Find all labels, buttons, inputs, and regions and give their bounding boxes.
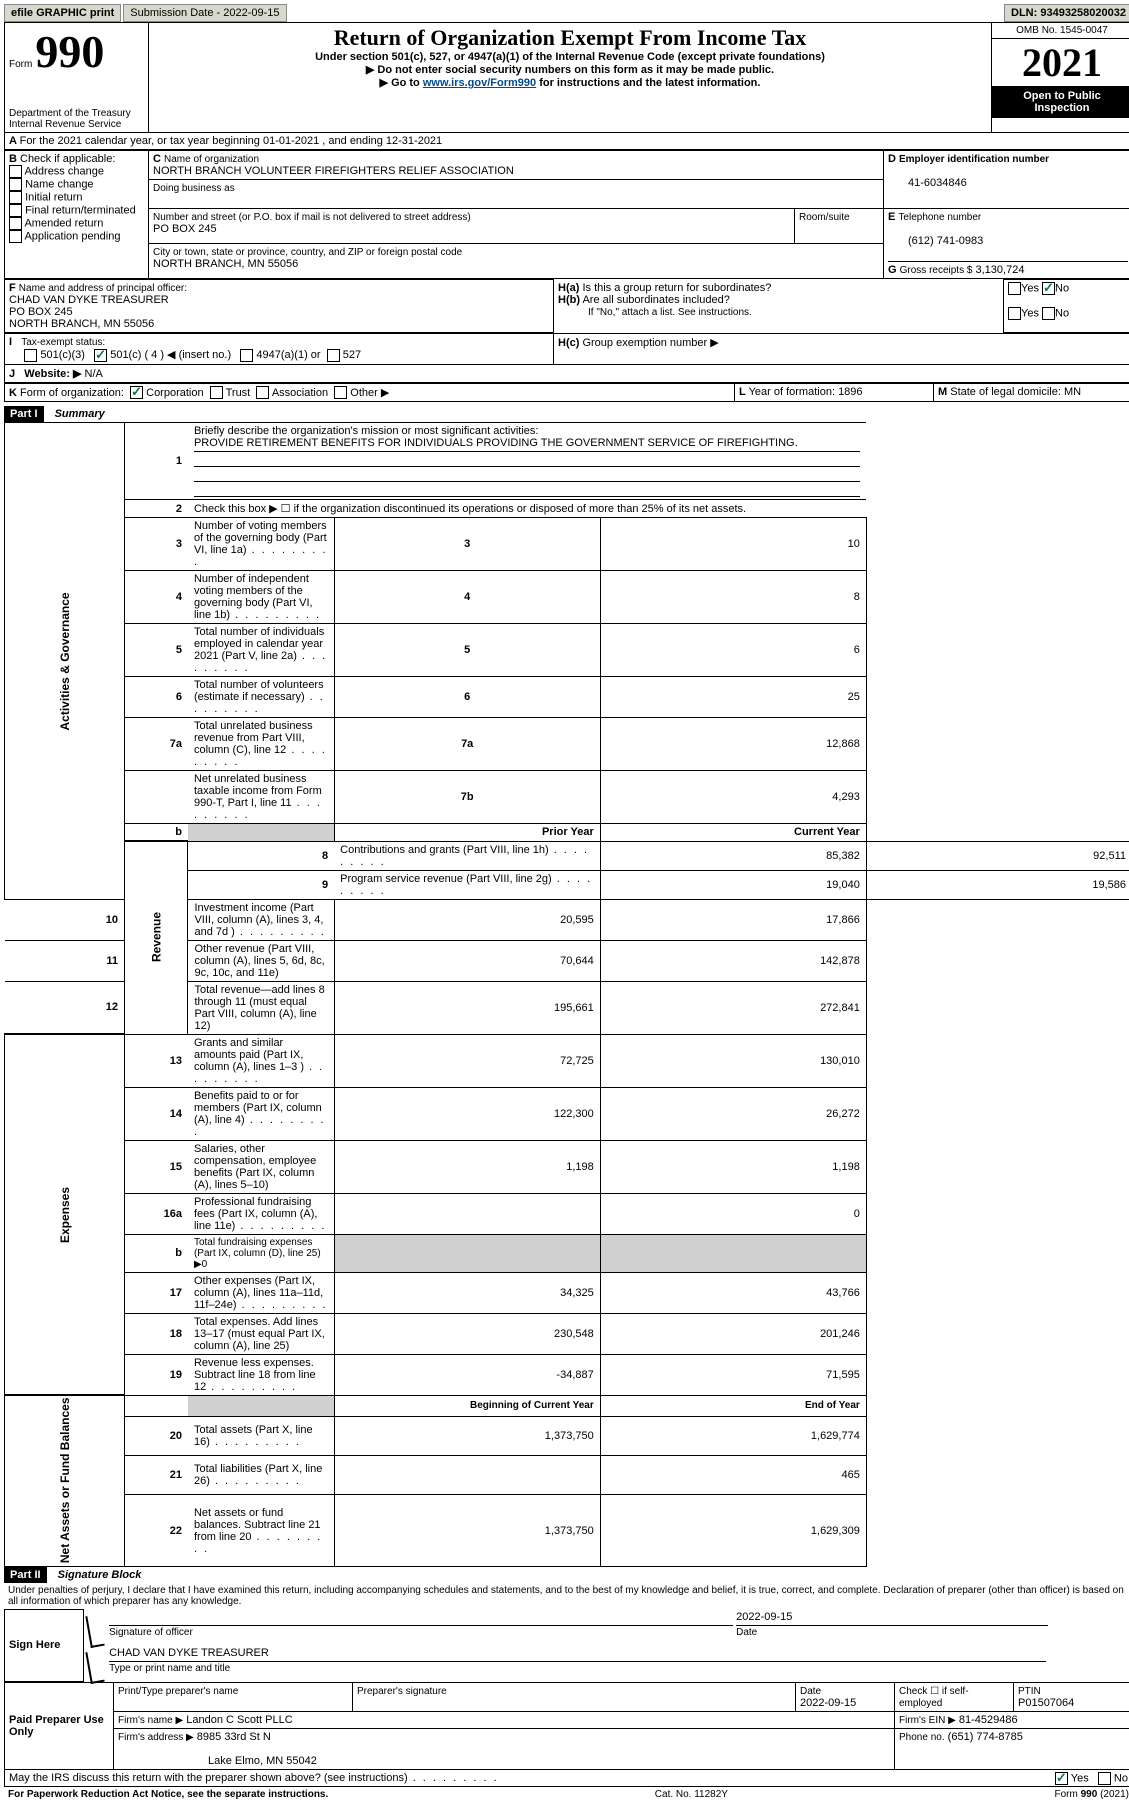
final-return-checkbox[interactable] [9,204,22,217]
preparer-block: Paid Preparer Use Only Print/Type prepar… [4,1682,1129,1770]
other-checkbox[interactable] [334,386,347,399]
state-domicile: MN [1064,386,1081,398]
dln-label: DLN: 93493258020032 [1004,4,1129,22]
block-i-j: I Tax-exempt status: 501(c)(3) 501(c) ( … [4,333,1129,383]
dept-label: Department of the Treasury Internal Reve… [9,108,144,130]
discuss-yes-checkbox[interactable] [1055,1772,1068,1785]
ein: 41-6034846 [888,177,967,189]
sign-block: Sign Here Signature of officer 2022-09-1… [4,1609,1129,1682]
form-subtitle: Under section 501(c), 527, or 4947(a)(1)… [153,51,987,63]
gross-receipts: 3,130,724 [976,264,1025,276]
tax-year: 2021 [992,39,1129,86]
year-formation: 1896 [838,386,862,398]
ha-yes-checkbox[interactable] [1008,282,1021,295]
instruction-1: ▶ Do not enter social security numbers o… [153,63,987,76]
part2-header: Part II [4,1567,47,1583]
527-checkbox[interactable] [327,349,340,362]
open-to-public: Open to Public Inspection [992,86,1129,118]
discuss-row: May the IRS discuss this return with the… [4,1770,1129,1787]
preparer-label: Paid Preparer Use Only [5,1682,114,1769]
declaration: Under penalties of perjury, I declare th… [4,1583,1129,1609]
firm-addr2: Lake Elmo, MN 55042 [118,1755,317,1767]
block-b-g: B Check if applicable: Address change Na… [4,150,1129,279]
gov-sidelabel: Activities & Governance [5,423,125,900]
irs-link[interactable]: www.irs.gov/Form990 [423,77,536,89]
line-a: A For the 2021 calendar year, or tax yea… [4,133,1129,150]
addr-change-checkbox[interactable] [9,165,22,178]
summary-table: Activities & Governance 1 Briefly descri… [4,422,1129,1567]
discuss-no-checkbox[interactable] [1098,1772,1111,1785]
pra-notice: For Paperwork Reduction Act Notice, see … [8,1789,328,1800]
street-address: PO BOX 245 [153,223,217,235]
firm-addr1: 8985 33rd St N [197,1731,271,1743]
part2-title: Signature Block [50,1569,142,1581]
topbar: efile GRAPHIC print Submission Date - 20… [4,4,1129,22]
block-f-h: F Name and address of principal officer:… [4,279,1129,333]
assoc-checkbox[interactable] [256,386,269,399]
efile-button[interactable]: efile GRAPHIC print [4,4,121,22]
ptin: P01507064 [1018,1697,1074,1709]
form-number: 990 [35,26,104,77]
name-change-checkbox[interactable] [9,178,22,191]
org-name: NORTH BRANCH VOLUNTEER FIREFIGHTERS RELI… [153,165,514,177]
omb-number: OMB No. 1545-0047 [992,23,1129,39]
form-title: Return of Organization Exempt From Incom… [153,25,987,51]
part1-header-row: Part I Summary [4,406,1129,422]
hb-no-checkbox[interactable] [1042,307,1055,320]
part2-header-row: Part II Signature Block [4,1567,1129,1583]
phone: (612) 741-0983 [888,235,983,247]
cat-no: Cat. No. 11282Y [655,1789,728,1800]
officer-name: CHAD VAN DYKE TREASURER [9,294,169,306]
block-k-l-m: K Form of organization: Corporation Trus… [4,383,1129,403]
mission-text: PROVIDE RETIREMENT BENEFITS FOR INDIVIDU… [194,437,860,452]
instruction-2: ▶ Go to www.irs.gov/Form990 for instruct… [153,76,987,89]
net-sidelabel: Net Assets or Fund Balances [5,1395,125,1566]
trust-checkbox[interactable] [210,386,223,399]
part1-header: Part I [4,406,44,422]
bracket-icon-2 [85,1650,104,1684]
officer-typed-name: CHAD VAN DYKE TREASURER [109,1647,1045,1662]
website-value: N/A [85,368,103,380]
initial-return-checkbox[interactable] [9,191,22,204]
amended-checkbox[interactable] [9,217,22,230]
b-label: Check if applicable: [20,153,115,165]
corp-checkbox[interactable] [130,386,143,399]
sign-date: 2022-09-15 [736,1611,1048,1626]
form-header: Form 990 Department of the Treasury Inte… [4,22,1129,133]
501c-checkbox[interactable] [94,349,107,362]
bracket-icon [85,1614,104,1648]
4947-checkbox[interactable] [240,349,253,362]
501c3-checkbox[interactable] [24,349,37,362]
city-state-zip: NORTH BRANCH, MN 55056 [153,258,298,270]
exp-sidelabel: Expenses [5,1034,125,1395]
rev-sidelabel: Revenue [125,841,188,1034]
firm-ein: 81-4529486 [959,1714,1018,1726]
submission-date: Submission Date - 2022-09-15 [123,4,286,22]
hb-yes-checkbox[interactable] [1008,307,1021,320]
sign-here-label: Sign Here [5,1609,84,1681]
app-pending-checkbox[interactable] [9,230,22,243]
form-small: Form [9,59,32,70]
prep-date: 2022-09-15 [800,1697,856,1709]
footer-row: For Paperwork Reduction Act Notice, see … [4,1787,1129,1802]
firm-name: Landon C Scott PLLC [186,1714,292,1726]
firm-phone: (651) 774-8785 [948,1731,1023,1743]
part1-title: Summary [47,408,105,420]
ha-no-checkbox[interactable] [1042,282,1055,295]
